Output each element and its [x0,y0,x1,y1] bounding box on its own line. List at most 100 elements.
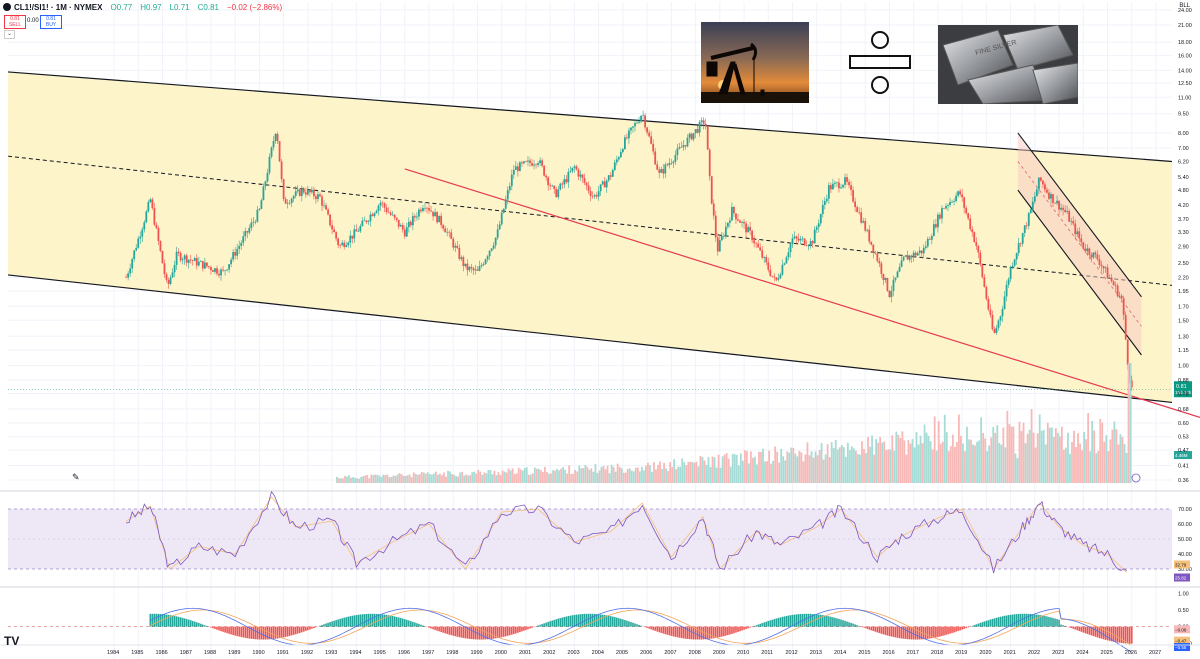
candle-body [793,236,796,239]
symbol-title[interactable]: CL1!/SI1! · 1M · NYMEX [14,2,103,12]
volume-bar [441,475,443,483]
macd-tag-bg-3 [1174,643,1190,651]
time-axis-tick: 2008 [689,650,701,656]
volume-bar [430,474,433,483]
candle-body [755,243,758,244]
candle-body [710,176,713,204]
time-axis-tick: 2020 [979,650,991,656]
volume-bar [465,474,468,483]
volume-bar [725,453,728,483]
candle-body [854,201,857,208]
volume-bar [1048,427,1051,483]
macd-hist-bar [527,626,529,630]
candle-body [977,245,980,253]
macd-hist-bar [333,620,335,627]
candle-body [626,137,628,139]
candle-body [821,204,824,215]
volume-bar [424,473,427,483]
candle-body [597,191,600,197]
volume-bar [336,476,338,483]
candle-body [157,227,160,241]
volume-bar [741,460,744,483]
candle-body [549,185,552,187]
volume-bar [964,451,966,483]
candle-body [401,225,404,230]
macd-hist-bar [504,626,507,637]
candle-body [619,151,622,158]
macd-hist-bar [177,616,180,627]
candle-body [165,274,168,280]
macd-hist-bar [957,626,959,632]
volume-bar [546,471,548,483]
macd-hist-bar [341,618,343,627]
macd-hist-bar [432,626,434,630]
collapse-legend-button[interactable]: ⌄ [4,30,15,39]
volume-bar [917,444,920,483]
price-axis-tick: 2.50 [1178,261,1189,267]
candle-body [236,248,239,256]
candle-body [201,260,204,269]
macd-hist-bar [753,626,755,627]
macd-hist-bar [866,626,869,629]
volume-bar [820,443,823,483]
candle-body [811,241,814,244]
tradingview-logo-icon[interactable]: TV [4,634,20,648]
volume-bar [1024,443,1027,483]
macd-hist-bar [280,626,283,638]
time-axis-tick: 1988 [204,650,216,656]
sell-button[interactable]: 0.81 SELL [4,15,26,29]
macd-hist-bar [244,626,247,638]
candle-body [444,228,447,233]
macd-hist-bar [260,626,263,640]
volume-bar [1121,436,1124,483]
macd-tag-2: −0.47 [1175,639,1187,644]
candle-body [337,238,340,246]
volume-bar [752,457,754,483]
candle-body [926,238,929,247]
rsi-tag-2: 25.82 [1175,576,1187,581]
volume-bar [1095,453,1098,483]
macd-hist-bar [448,626,451,635]
candle-body [874,252,877,254]
candle-body [527,160,529,162]
volume-bar [1006,410,1009,483]
volume-bar [346,476,348,483]
volume-bar [927,435,930,483]
macd-hist-bar [587,613,590,627]
price-axis-tick: 18.00 [1178,40,1192,46]
time-axis-tick: 1985 [131,650,143,656]
candle-body [779,274,782,279]
macd-hist-bar [1021,613,1024,627]
macd-hist-bar [725,626,727,636]
volume-bar [461,471,464,483]
volume-bar [1026,433,1029,483]
candle-body [317,194,319,200]
macd-hist-bar [553,619,556,627]
volume-bar [842,447,845,483]
volume-bar [610,464,613,483]
candle-body [310,189,313,193]
macd-hist-bar [797,614,800,627]
candle-body [393,214,396,218]
volume-bar [685,465,688,483]
macd-hist-bar [745,626,747,630]
volume-bar [455,476,457,483]
macd-hist-bar [523,626,525,631]
volume-bar [358,478,361,483]
candle-body [617,157,620,160]
candle-body [979,252,982,265]
volume-bar [1125,452,1128,483]
volume-bar [622,472,625,483]
candle-body [722,235,725,237]
volume-bar [564,469,567,483]
macd-hist-bar [678,626,681,638]
buy-button[interactable]: 0.81 BUY [40,15,62,29]
volume-bar [941,441,944,483]
volume-bar [974,445,976,483]
macd-hist-bar [1094,626,1097,637]
macd-hist-bar [824,615,826,627]
macd-hist-bar [611,616,614,627]
candle-body [343,242,346,247]
candle-body [852,190,854,202]
